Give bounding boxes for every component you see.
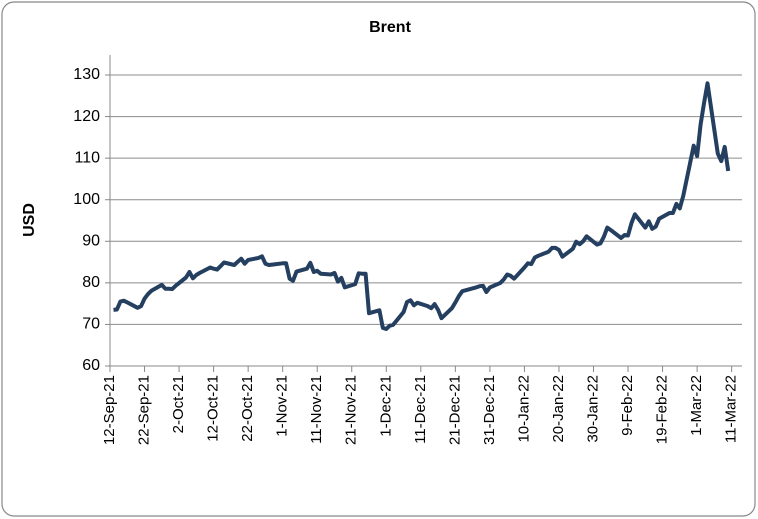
chart-title: Brent <box>369 19 411 36</box>
x-tick-label: 2-Oct-21 <box>170 375 187 433</box>
x-tick-label: 22-Sep-21 <box>136 375 153 445</box>
y-tick-label: 80 <box>82 274 100 291</box>
x-tick-label: 20-Jan-22 <box>550 375 567 443</box>
y-tick-label: 110 <box>74 149 100 166</box>
x-tick-label: 9-Feb-22 <box>619 375 636 436</box>
y-tick-label: 130 <box>73 66 100 83</box>
x-tick-label: 21-Dec-21 <box>446 375 463 445</box>
x-tick-label: 10-Jan-22 <box>515 375 532 443</box>
y-tick-label: 100 <box>73 191 100 208</box>
x-tick-label: 11-Nov-21 <box>308 375 325 444</box>
x-tick-label: 31-Dec-21 <box>481 375 498 445</box>
x-tick-label: 11-Mar-22 <box>723 375 740 443</box>
x-tick-label: 12-Sep-21 <box>101 375 118 445</box>
y-axis-label: USD <box>21 203 38 237</box>
x-tick-label: 1-Nov-21 <box>274 375 291 437</box>
y-tick-label: 70 <box>82 316 100 333</box>
x-tick-label: 1-Dec-21 <box>377 375 394 437</box>
price-line <box>113 81 731 331</box>
x-tick-label: 12-Oct-21 <box>205 375 222 442</box>
x-tick-label: 1-Mar-22 <box>688 375 705 436</box>
y-tick-label: 90 <box>82 233 100 250</box>
x-tick-label: 21-Nov-21 <box>343 375 360 445</box>
x-tick-label: 22-Oct-21 <box>239 375 256 442</box>
x-tick-label: 30-Jan-22 <box>584 375 601 443</box>
y-tick-label: 120 <box>73 108 100 125</box>
y-tick-label: 60 <box>82 357 100 374</box>
x-tick-label: 19-Feb-22 <box>654 375 671 444</box>
x-tick-label: 11-Dec-21 <box>412 375 429 444</box>
